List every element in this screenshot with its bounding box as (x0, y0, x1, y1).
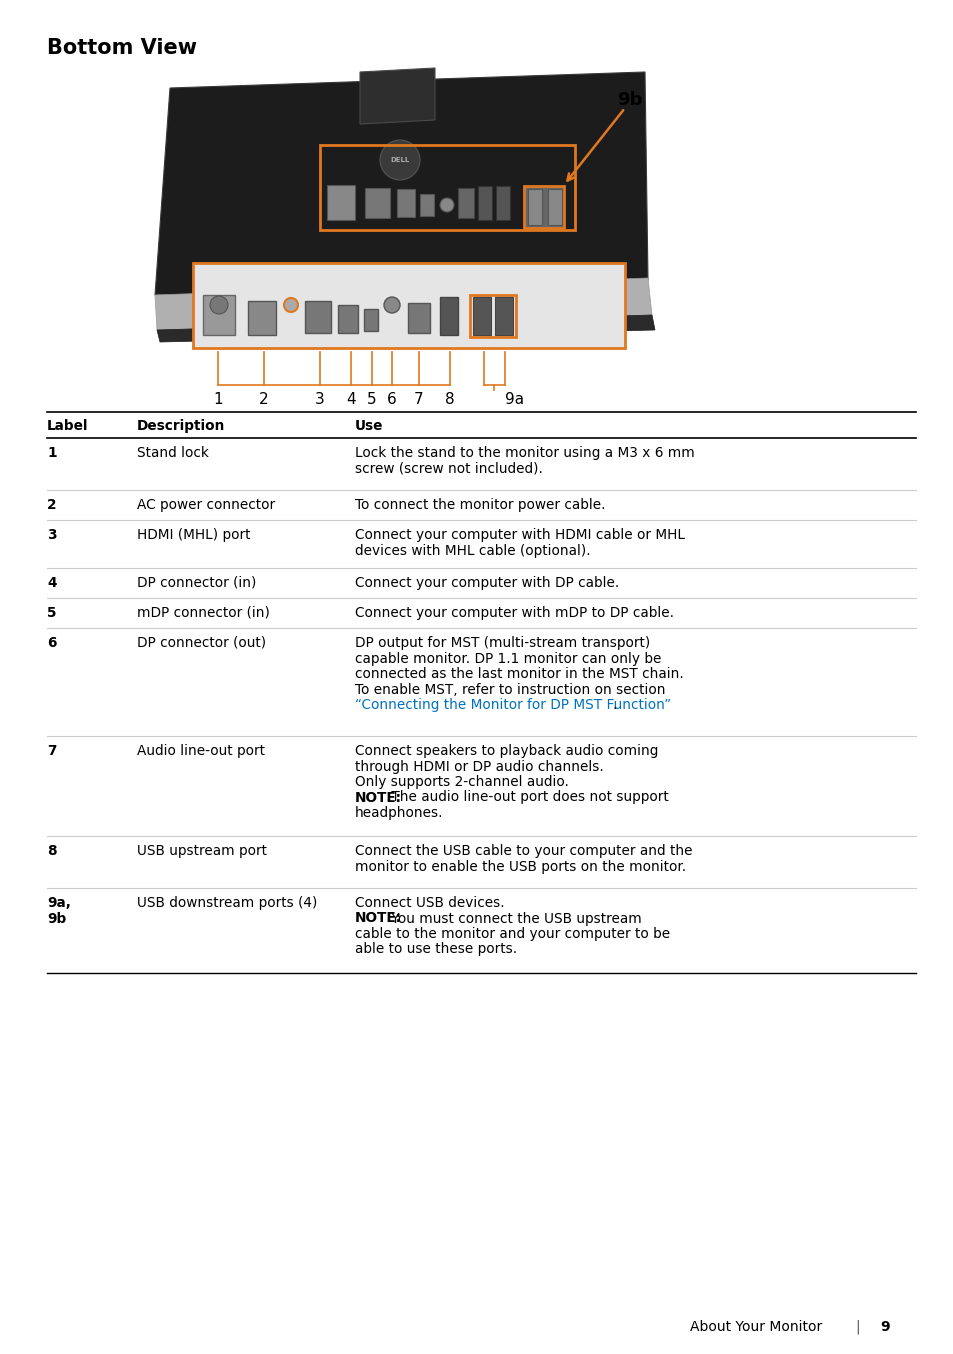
Bar (477, 185, 492, 219)
Text: 3: 3 (314, 393, 325, 408)
Text: 6: 6 (387, 393, 396, 408)
Bar (248, 301, 275, 334)
Bar (365, 188, 390, 218)
Polygon shape (154, 72, 647, 295)
Text: About Your Monitor: About Your Monitor (689, 1320, 821, 1334)
Text: .: . (612, 699, 617, 712)
Text: headphones.: headphones. (355, 806, 443, 821)
Text: monitor to enable the USB ports on the monitor.: monitor to enable the USB ports on the m… (355, 860, 685, 873)
Text: AC power connector: AC power connector (137, 498, 274, 512)
Bar (337, 305, 357, 333)
Polygon shape (154, 278, 651, 330)
Text: To enable MST, refer to instruction on section: To enable MST, refer to instruction on s… (355, 682, 665, 696)
Bar (439, 297, 457, 334)
Bar (396, 190, 415, 217)
Text: screw (screw not included).: screw (screw not included). (355, 462, 542, 475)
Bar (523, 185, 563, 227)
Text: USB upstream port: USB upstream port (137, 844, 267, 858)
Text: connected as the last monitor in the MST chain.: connected as the last monitor in the MST… (355, 668, 683, 681)
Text: Lock the stand to the monitor using a M3 x 6 mm: Lock the stand to the monitor using a M3… (355, 445, 694, 460)
Bar (327, 185, 355, 219)
Text: DELL: DELL (390, 157, 409, 162)
Text: DP connector (in): DP connector (in) (137, 575, 256, 590)
Text: 5: 5 (47, 607, 56, 620)
Text: Only supports 2-channel audio.: Only supports 2-channel audio. (355, 774, 568, 789)
Text: through HDMI or DP audio channels.: through HDMI or DP audio channels. (355, 760, 603, 773)
Text: Bottom View: Bottom View (47, 38, 196, 58)
Text: able to use these ports.: able to use these ports. (355, 942, 517, 956)
Bar (527, 190, 541, 225)
Text: DP connector (out): DP connector (out) (137, 636, 266, 650)
Text: Connect your computer with mDP to DP cable.: Connect your computer with mDP to DP cab… (355, 607, 673, 620)
Circle shape (210, 297, 228, 314)
Text: 2: 2 (47, 498, 56, 512)
Text: 8: 8 (47, 844, 56, 858)
Text: USB downstream ports (4): USB downstream ports (4) (137, 896, 317, 910)
Text: 4: 4 (346, 393, 355, 408)
Text: 9a: 9a (505, 393, 524, 408)
Circle shape (384, 297, 399, 313)
Text: 8: 8 (445, 393, 455, 408)
Text: mDP connector (in): mDP connector (in) (137, 607, 270, 620)
Text: cable to the monitor and your computer to be: cable to the monitor and your computer t… (355, 927, 669, 941)
Text: 3: 3 (47, 528, 56, 542)
Text: 1: 1 (47, 445, 56, 460)
Bar (305, 301, 331, 333)
Text: Connect your computer with HDMI cable or MHL: Connect your computer with HDMI cable or… (355, 528, 684, 542)
Bar (319, 145, 575, 230)
Text: 1: 1 (213, 393, 223, 408)
Bar (408, 303, 430, 333)
Text: DP output for MST (multi-stream transport): DP output for MST (multi-stream transpor… (355, 636, 650, 650)
Bar (419, 194, 434, 217)
Bar (473, 297, 491, 334)
Text: 4: 4 (47, 575, 56, 590)
Text: capable monitor. DP 1.1 monitor can only be: capable monitor. DP 1.1 monitor can only… (355, 651, 660, 666)
Text: 7: 7 (414, 393, 423, 408)
Text: 2: 2 (259, 393, 269, 408)
Text: NOTE:: NOTE: (355, 911, 401, 926)
Bar (457, 188, 474, 218)
Bar (495, 297, 513, 334)
Text: NOTE:: NOTE: (355, 791, 401, 804)
Circle shape (439, 198, 454, 213)
Circle shape (379, 139, 419, 180)
Bar (364, 309, 377, 330)
Text: Description: Description (137, 418, 225, 433)
Text: Connect speakers to playback audio coming: Connect speakers to playback audio comin… (355, 743, 658, 758)
Text: Connect your computer with DP cable.: Connect your computer with DP cable. (355, 575, 618, 590)
Text: Use: Use (355, 418, 383, 433)
Text: 9a,
9b: 9a, 9b (47, 896, 71, 926)
Text: Label: Label (47, 418, 89, 433)
Bar (547, 190, 561, 225)
Bar (470, 295, 516, 337)
Bar (496, 185, 510, 219)
Text: 7: 7 (47, 743, 56, 758)
Polygon shape (157, 315, 655, 343)
Bar (193, 263, 624, 348)
Text: “Connecting the Monitor for DP MST Function”: “Connecting the Monitor for DP MST Funct… (355, 699, 671, 712)
Text: devices with MHL cable (optional).: devices with MHL cable (optional). (355, 543, 590, 558)
Text: You must connect the USB upstream: You must connect the USB upstream (387, 911, 641, 926)
Text: 9: 9 (879, 1320, 889, 1334)
Polygon shape (359, 68, 435, 125)
Text: The audio line-out port does not support: The audio line-out port does not support (387, 791, 668, 804)
Text: Connect the USB cable to your computer and the: Connect the USB cable to your computer a… (355, 844, 692, 858)
Text: Stand lock: Stand lock (137, 445, 209, 460)
Circle shape (284, 298, 297, 311)
Text: Audio line-out port: Audio line-out port (137, 743, 265, 758)
Text: HDMI (MHL) port: HDMI (MHL) port (137, 528, 251, 542)
Text: Connect USB devices.: Connect USB devices. (355, 896, 504, 910)
Text: 9b: 9b (617, 91, 641, 110)
Text: 6: 6 (47, 636, 56, 650)
Bar (203, 295, 234, 334)
Text: To connect the monitor power cable.: To connect the monitor power cable. (355, 498, 605, 512)
Text: |: | (855, 1320, 860, 1335)
Text: 5: 5 (367, 393, 376, 408)
